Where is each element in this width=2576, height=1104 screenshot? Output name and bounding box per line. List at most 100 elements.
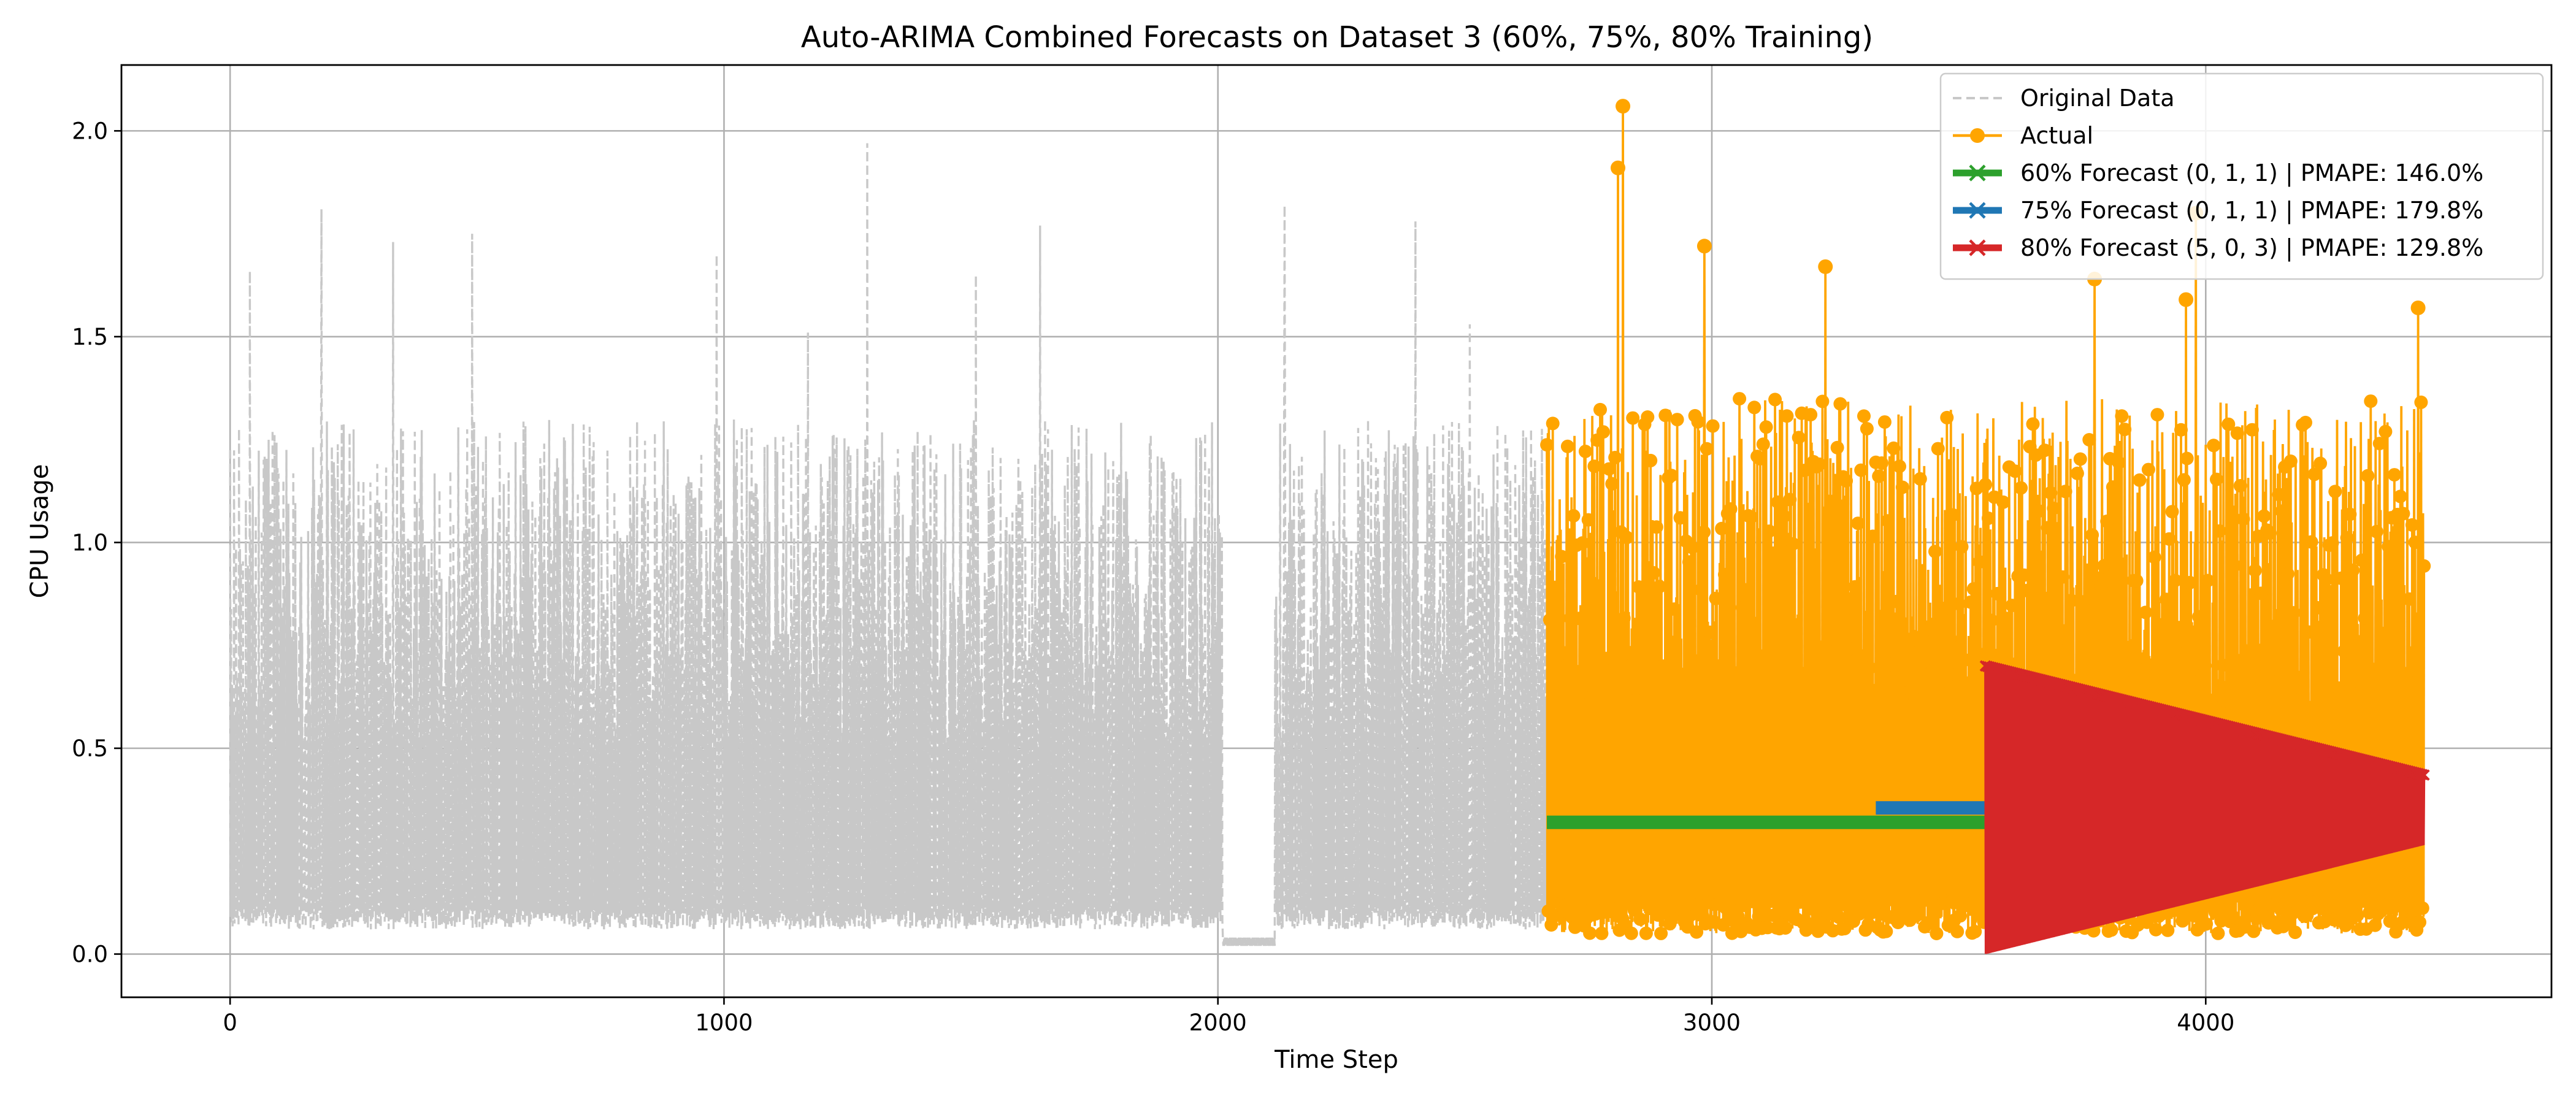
actual-point xyxy=(2058,485,2072,499)
actual-point xyxy=(2112,456,2126,470)
actual-point xyxy=(1747,401,1761,415)
actual-point xyxy=(1595,926,1609,940)
actual-point xyxy=(2239,644,2253,658)
y-axis-label: CPU Usage xyxy=(26,464,54,599)
actual-point xyxy=(1549,595,1563,609)
actual-point xyxy=(1990,586,2004,600)
actual-point xyxy=(2162,532,2176,546)
actual-point xyxy=(2337,644,2351,658)
y-tick-label: 1.5 xyxy=(72,324,108,350)
actual-point xyxy=(1624,926,1638,940)
actual-point xyxy=(1555,550,1569,564)
actual-point xyxy=(1801,679,1815,693)
actual-point xyxy=(1620,531,1634,545)
actual-point xyxy=(2215,658,2229,672)
actual-point xyxy=(2379,424,2393,439)
legend-label: 75% Forecast (0, 1, 1) | PMAPE: 179.8% xyxy=(2020,197,2483,224)
x-tick-label: 2000 xyxy=(1189,1010,1247,1036)
actual-point xyxy=(2281,567,2294,581)
actual-point xyxy=(2186,675,2200,689)
actual-point xyxy=(1655,659,1669,673)
actual-point xyxy=(1887,441,1901,455)
actual-point xyxy=(2008,464,2022,478)
actual-point xyxy=(2149,922,2163,937)
actual-point xyxy=(1573,611,1587,626)
actual-point xyxy=(1566,509,1581,523)
actual-point xyxy=(1641,410,1655,424)
actual-point xyxy=(2094,579,2108,593)
actual-point xyxy=(1822,552,1836,566)
actual-point xyxy=(1866,529,1880,543)
actual-point xyxy=(1916,655,1930,669)
actual-point xyxy=(2346,563,2360,577)
actual-point xyxy=(1842,642,1856,656)
actual-point xyxy=(1934,674,1948,688)
actual-point xyxy=(2405,518,2419,532)
actual-point xyxy=(2290,670,2304,684)
actual-point xyxy=(1733,392,1747,406)
actual-point xyxy=(2104,923,2118,937)
actual-point xyxy=(2161,923,2175,937)
actual-point xyxy=(2266,619,2280,634)
actual-point xyxy=(2115,409,2129,423)
actual-point xyxy=(1940,410,1954,424)
actual-point xyxy=(2402,592,2417,606)
actual-point xyxy=(2248,564,2262,578)
actual-point xyxy=(1966,582,1980,596)
actual-point xyxy=(2070,466,2084,480)
actual-point xyxy=(1851,516,1865,531)
actual-point xyxy=(1633,912,1647,926)
actual-point xyxy=(1815,394,1830,408)
actual-point xyxy=(1839,474,1853,488)
actual-point xyxy=(1617,611,1631,625)
actual-point xyxy=(2283,454,2298,468)
actual-point xyxy=(1727,692,1741,706)
actual-point xyxy=(1691,415,1705,429)
forecast-80-point xyxy=(2418,769,2430,781)
actual-point xyxy=(2159,592,2173,607)
actual-peak-point xyxy=(2410,300,2426,315)
actual-point xyxy=(1665,469,1678,483)
actual-point xyxy=(2165,505,2179,519)
actual-point xyxy=(2367,662,2381,677)
actual-point xyxy=(1904,685,1919,699)
actual-point xyxy=(1716,918,1730,932)
actual-point xyxy=(1848,580,1862,594)
actual-point xyxy=(2387,468,2401,482)
actual-point xyxy=(1937,602,1951,615)
actual-point xyxy=(1766,908,1781,922)
actual-point xyxy=(1788,690,1803,704)
actual-point xyxy=(1984,613,1998,627)
actual-point xyxy=(1718,567,1731,581)
legend-marker xyxy=(1970,128,1985,143)
actual-point xyxy=(2123,676,2137,690)
actual-point xyxy=(1644,453,1658,467)
actual-point xyxy=(1884,657,1898,672)
actual-point xyxy=(1744,510,1758,524)
actual-point xyxy=(2198,659,2212,673)
actual-point xyxy=(1955,540,1969,554)
actual-point xyxy=(2245,423,2259,437)
actual-point xyxy=(1730,666,1744,680)
actual-point xyxy=(2174,423,2188,437)
actual-point xyxy=(1703,625,1717,639)
legend-entry: 80% Forecast (5, 0, 3) | PMAPE: 129.8% xyxy=(1953,234,2483,262)
actual-point xyxy=(1979,478,1993,492)
actual-point xyxy=(1860,422,1874,435)
actual-point xyxy=(1872,469,1886,483)
actual-point xyxy=(2076,595,2090,609)
actual-point xyxy=(1877,415,1892,429)
actual-point xyxy=(2307,467,2321,481)
actual-point xyxy=(2319,572,2333,586)
actual-point xyxy=(1857,409,1871,423)
actual-point xyxy=(2328,485,2342,499)
actual-point xyxy=(2133,473,2147,487)
actual-point xyxy=(2168,573,2182,588)
actual-peak-point xyxy=(1611,160,1626,175)
actual-point xyxy=(2088,675,2102,689)
actual-point xyxy=(1654,926,1668,940)
actual-point xyxy=(2044,486,2058,500)
actual-point xyxy=(2212,524,2226,538)
actual-point xyxy=(1685,540,1699,554)
actual-point xyxy=(1738,583,1752,597)
